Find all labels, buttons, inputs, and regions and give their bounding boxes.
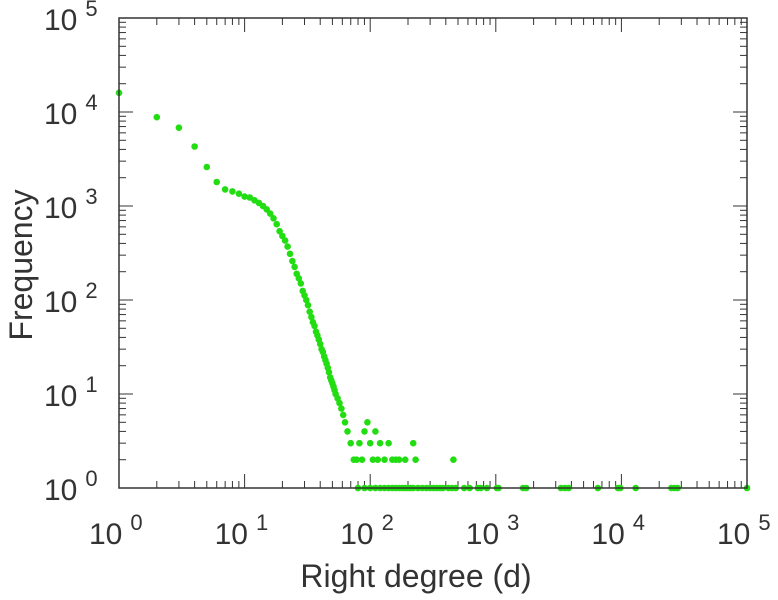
y-tick-label: 10 1 [44,372,98,413]
data-point [376,439,384,447]
y-tick-label: 10 3 [44,184,98,225]
data-point [291,263,298,271]
data-point [289,257,296,265]
x-axis-title: Right degree (d) [300,558,531,594]
x-tick-label: 10 3 [466,510,520,551]
y-tick-label: 10 5 [44,0,98,37]
data-point [266,210,274,217]
data-point [366,439,374,447]
data-point [361,428,368,435]
data-point [316,340,324,348]
data-point [229,188,236,195]
y-axis-title: Frequency [3,189,39,340]
data-point [306,308,314,316]
x-tick-label: 10 5 [717,510,771,551]
data-point [175,124,183,131]
data-point [281,237,289,244]
data-point [235,190,243,197]
data-point [364,419,371,426]
data-point [450,456,457,464]
data-point [336,399,343,407]
data-point [401,456,409,464]
x-tick-label: 10 4 [591,510,645,551]
data-point [395,456,403,464]
data-point [203,163,211,171]
data-point [284,243,291,250]
data-point [297,280,305,287]
data-point [358,456,366,464]
y-tick-label: 10 2 [44,278,98,319]
data-point [295,275,303,282]
data-point [353,456,360,464]
data-point [385,439,392,447]
plot-frame [118,17,748,489]
tick-labels: 10 0 10 1 10 2 10 3 10 4 10 5 10 0 10 1 10 2 10 3 10 4 10 5 [44,0,771,551]
x-tick-label: 10 0 [89,510,143,551]
data-point [213,178,220,186]
data-point [344,428,351,435]
data-point [303,296,310,304]
data-point [341,419,349,426]
data-point [338,405,345,412]
data-point [308,313,315,321]
data-point [339,411,347,419]
data-point [273,220,281,228]
x-tick-label: 10 1 [215,510,269,551]
data-point [325,369,333,376]
x-tick-label: 10 2 [340,510,394,551]
data-point [286,250,294,258]
data-point [374,456,382,464]
y-tick-label: 10 4 [44,90,98,131]
data-point [191,143,198,150]
data-point [221,186,229,193]
data-points [115,89,751,492]
data-point [409,439,417,447]
data-point [356,439,363,447]
axis-ticks [118,18,747,489]
data-point [412,456,419,464]
y-tick-label: 10 0 [44,466,98,507]
data-point [311,322,318,330]
data-point [153,113,161,121]
data-point [381,456,388,464]
data-point [347,439,355,447]
data-point [270,215,277,222]
data-point [372,428,379,435]
data-point [241,193,248,200]
data-point [304,301,312,309]
data-point [276,227,283,235]
data-point [369,456,377,464]
